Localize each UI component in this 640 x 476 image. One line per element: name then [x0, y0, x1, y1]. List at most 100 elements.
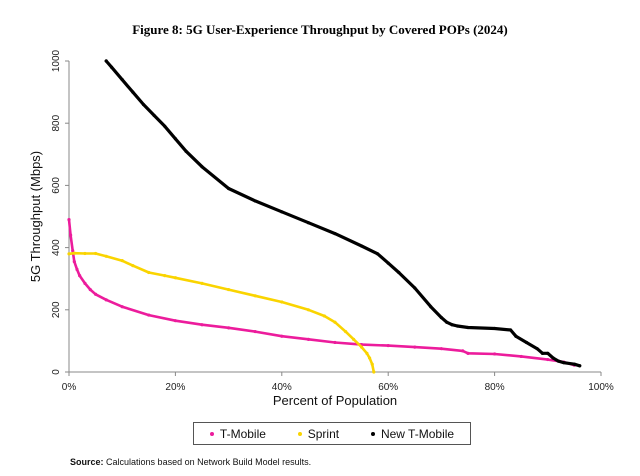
- data-point-t-mobile: [120, 305, 124, 309]
- source-text: Calculations based on Network Build Mode…: [106, 457, 312, 467]
- data-point-new-t-mobile: [184, 149, 188, 153]
- data-point-sprint: [163, 273, 167, 278]
- data-point-sprint: [173, 276, 177, 280]
- data-point-sprint: [67, 252, 71, 256]
- data-point-t-mobile: [280, 334, 284, 338]
- data-point-sprint: [367, 356, 372, 360]
- legend-marker-t-mobile: [209, 431, 214, 436]
- x-tick-label: 80%: [485, 382, 505, 393]
- x-tick-label: 40%: [272, 382, 292, 393]
- data-point-new-t-mobile: [152, 113, 156, 118]
- data-point-new-t-mobile: [546, 351, 550, 355]
- data-point-t-mobile: [439, 347, 443, 351]
- data-point-sprint: [370, 362, 374, 366]
- data-point-new-t-mobile: [540, 351, 545, 355]
- data-point-new-t-mobile: [445, 320, 449, 324]
- x-tick-label: 60%: [378, 382, 398, 393]
- data-point-t-mobile: [71, 249, 75, 253]
- data-point-new-t-mobile: [450, 323, 454, 327]
- y-tick-label: 800: [51, 114, 62, 131]
- source-label: Source:: [70, 457, 104, 467]
- data-point-new-t-mobile: [578, 364, 582, 368]
- data-point-new-t-mobile: [413, 286, 417, 290]
- data-point-new-t-mobile: [253, 199, 257, 203]
- legend-marker-new-t-mobile: [370, 431, 375, 436]
- x-tick-label: 20%: [165, 382, 185, 393]
- data-point-t-mobile: [306, 337, 310, 341]
- data-point-new-t-mobile: [104, 59, 108, 63]
- data-point-new-t-mobile: [535, 347, 539, 351]
- data-point-t-mobile: [72, 259, 76, 264]
- legend-label-t-mobile: T-Mobile: [219, 426, 266, 441]
- x-tick-label: 100%: [588, 382, 614, 393]
- data-point-new-t-mobile: [466, 325, 470, 330]
- y-tick-label: 1000: [51, 49, 62, 72]
- data-point-new-t-mobile: [429, 305, 433, 309]
- data-point-new-t-mobile: [163, 124, 167, 128]
- data-point-sprint: [131, 264, 135, 268]
- data-point-sprint: [322, 314, 326, 318]
- data-point-new-t-mobile: [514, 334, 518, 338]
- chart-legend: T-Mobile Sprint New T-Mobile: [193, 422, 471, 445]
- source-note: Source: Calculations based on Network Bu…: [70, 457, 311, 467]
- data-point-new-t-mobile: [200, 165, 204, 169]
- data-point-new-t-mobile: [131, 90, 135, 94]
- data-point-t-mobile: [461, 349, 465, 353]
- data-point-sprint: [372, 370, 376, 374]
- data-point-new-t-mobile: [280, 210, 284, 214]
- chart-title: Figure 8: 5G User-Experience Throughput …: [132, 22, 508, 37]
- data-point-t-mobile: [88, 287, 92, 292]
- series-line-sprint: [67, 251, 376, 374]
- x-axis-label: Percent of Population: [273, 393, 397, 408]
- data-point-new-t-mobile: [524, 340, 529, 345]
- legend-label-new-t-mobile: New T-Mobile: [380, 426, 455, 441]
- data-point-sprint: [365, 351, 369, 355]
- data-point-new-t-mobile: [493, 326, 497, 331]
- legend-marker-sprint: [297, 431, 302, 436]
- data-point-t-mobile: [546, 357, 550, 362]
- data-point-t-mobile: [94, 292, 98, 296]
- data-point-new-t-mobile: [551, 356, 555, 360]
- data-point-sprint: [147, 270, 151, 275]
- y-tick-label: 600: [51, 177, 62, 194]
- legend-label-sprint: Sprint: [307, 426, 340, 441]
- data-point-t-mobile: [68, 233, 73, 237]
- data-point-new-t-mobile: [173, 137, 177, 141]
- data-point-sprint: [104, 254, 108, 258]
- data-point-new-t-mobile: [572, 362, 577, 366]
- data-point-t-mobile: [78, 273, 82, 278]
- data-point-t-mobile: [519, 354, 523, 359]
- data-point-t-mobile: [173, 319, 177, 323]
- data-point-sprint: [227, 287, 231, 292]
- data-point-new-t-mobile: [360, 244, 364, 248]
- x-tick-label: 0%: [62, 382, 77, 393]
- data-point-new-t-mobile: [109, 65, 114, 69]
- y-axis-label: 5G Throughput (Mbps): [28, 151, 43, 282]
- data-point-sprint: [360, 345, 364, 349]
- data-point-sprint: [83, 251, 87, 256]
- data-point-new-t-mobile: [455, 324, 459, 328]
- data-point-new-t-mobile: [333, 232, 337, 236]
- legend-item-t-mobile: T-Mobile: [209, 426, 266, 441]
- data-point-t-mobile: [413, 345, 417, 349]
- data-point-sprint: [200, 281, 204, 285]
- data-point-t-mobile: [75, 267, 79, 271]
- data-point-sprint: [120, 259, 124, 263]
- data-point-t-mobile: [200, 323, 204, 327]
- data-point-t-mobile: [67, 218, 71, 222]
- data-point-t-mobile: [253, 329, 257, 334]
- data-point-new-t-mobile: [556, 359, 561, 363]
- data-point-sprint: [306, 308, 310, 312]
- data-point-t-mobile: [104, 298, 108, 302]
- data-point-new-t-mobile: [141, 102, 146, 107]
- data-point-new-t-mobile: [562, 361, 566, 365]
- legend-item-new-t-mobile: New T-Mobile: [370, 426, 455, 441]
- data-point-new-t-mobile: [386, 261, 390, 265]
- data-point-sprint: [280, 300, 284, 304]
- data-point-sprint: [333, 320, 337, 324]
- data-point-new-t-mobile: [227, 186, 231, 191]
- y-tick-label: 0: [51, 369, 62, 375]
- data-point-t-mobile: [83, 281, 87, 285]
- legend-item-sprint: Sprint: [297, 426, 340, 441]
